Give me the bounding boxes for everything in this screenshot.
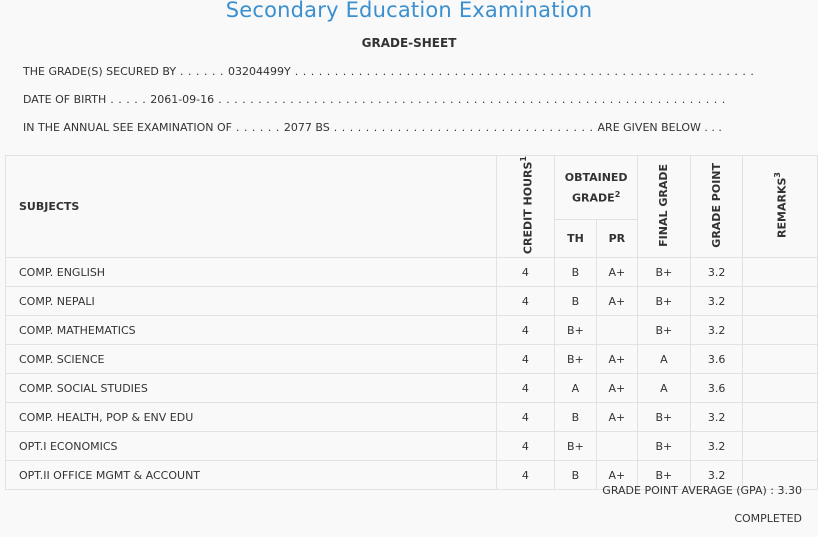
- subject-cell: COMP. SCIENCE: [5, 344, 497, 375]
- final-grade-cell: B+: [637, 315, 691, 346]
- remarks-cell: [742, 431, 818, 462]
- grade-point-cell: 3.6: [689, 344, 744, 375]
- pr-grade-cell: A+: [595, 286, 639, 317]
- dots: . . . . . . . . . . . . . . . . . . . . …: [329, 121, 598, 134]
- final-grade-cell: A: [637, 344, 691, 375]
- header-subjects: SUBJECTS: [5, 154, 497, 259]
- remarks-cell: [742, 315, 818, 346]
- pr-grade-cell: A+: [595, 257, 639, 288]
- pr-grade-cell: [595, 315, 639, 346]
- header-credit-hours: CREDIT HOURS1: [495, 154, 556, 259]
- pr-grade-cell: A+: [595, 373, 639, 404]
- subject-cell: OPT.II OFFICE MGMT & ACCOUNT: [5, 460, 497, 491]
- grade-point-cell: 3.2: [689, 315, 744, 346]
- pr-grade-cell: A+: [595, 402, 639, 433]
- exam-line: IN THE ANNUAL SEE EXAMINATION OF . . . .…: [23, 121, 722, 134]
- credit-cell: 4: [495, 402, 556, 433]
- header-remarks: REMARKS3: [742, 154, 818, 259]
- final-grade-cell: B+: [637, 257, 691, 288]
- table-row: COMP. NEPALI 4 B A+ B+ 3.2: [5, 286, 818, 317]
- th-grade-cell: B: [554, 402, 597, 433]
- credit-cell: 4: [495, 373, 556, 404]
- symbol-number: 03204499Y: [228, 65, 291, 78]
- table-row: OPT.II OFFICE MGMT & ACCOUNT 4 B A+ B+ 3.2: [5, 460, 818, 491]
- grade-point-cell: 3.2: [689, 460, 744, 491]
- gpa-label: GRADE POINT AVERAGE (GPA) :: [602, 484, 778, 497]
- grade-point-cell: 3.2: [689, 431, 744, 462]
- date-of-birth: 2061-09-16: [150, 93, 215, 106]
- table-row: COMP. HEALTH, POP & ENV EDU 4 B A+ B+ 3.2: [5, 402, 818, 433]
- subject-cell: COMP. HEALTH, POP & ENV EDU: [5, 402, 497, 433]
- secured-by-line: THE GRADE(S) SECURED BY . . . . . . 0320…: [23, 65, 754, 78]
- subject-cell: COMP. NEPALI: [5, 286, 497, 317]
- credit-cell: 4: [495, 286, 556, 317]
- th-grade-cell: B+: [554, 344, 597, 375]
- final-grade-cell: B+: [637, 402, 691, 433]
- header-pr: PR: [595, 219, 639, 259]
- gpa-line: GRADE POINT AVERAGE (GPA) : 3.30: [602, 484, 802, 497]
- th-grade-cell: A: [554, 373, 597, 404]
- final-grade-cell: B+: [637, 431, 691, 462]
- credit-cell: 4: [495, 315, 556, 346]
- dots: . . . . . . . . . . . . . . . . . . . . …: [290, 65, 755, 78]
- page-title: Secondary Education Examination: [225, 0, 593, 22]
- remarks-cell: [742, 344, 818, 375]
- dob-label: DATE OF BIRTH: [23, 93, 107, 106]
- remarks-cell: [742, 373, 818, 404]
- grade-point-cell: 3.2: [689, 286, 744, 317]
- dots: . . . . . .: [176, 65, 229, 78]
- header-th: TH: [554, 219, 597, 259]
- th-grade-cell: B+: [554, 315, 597, 346]
- table-row: COMP. SCIENCE 4 B+ A+ A 3.6: [5, 344, 818, 375]
- dots: . . . . . .: [231, 121, 284, 134]
- table-row: COMP. ENGLISH 4 B A+ B+ 3.2: [5, 257, 818, 288]
- secured-by-label: THE GRADE(S) SECURED BY: [23, 65, 177, 78]
- credit-cell: 4: [495, 431, 556, 462]
- credit-cell: 4: [495, 344, 556, 375]
- grade-table: SUBJECTS CREDIT HOURS1 OBTAINED GRADE2 F…: [5, 154, 818, 491]
- pr-grade-cell: A+: [595, 344, 639, 375]
- exam-suffix: ARE GIVEN BELOW . . .: [597, 121, 722, 134]
- subject-cell: COMP. SOCIAL STUDIES: [5, 373, 497, 404]
- pr-grade-cell: [595, 431, 639, 462]
- exam-year: 2077 BS: [283, 121, 330, 134]
- grade-point-cell: 3.2: [689, 257, 744, 288]
- table-row: COMP. SOCIAL STUDIES 4 A A+ A 3.6: [5, 373, 818, 404]
- dob-line: DATE OF BIRTH . . . . . 2061-09-16 . . .…: [23, 93, 726, 106]
- subject-cell: COMP. ENGLISH: [5, 257, 497, 288]
- dots: . . . . . . . . . . . . . . . . . . . . …: [214, 93, 726, 106]
- table-subheader-row: TH PR: [6, 219, 818, 259]
- final-grade-cell: A: [637, 373, 691, 404]
- subject-cell: COMP. MATHEMATICS: [5, 315, 497, 346]
- pr-grade-cell: A+: [595, 460, 639, 491]
- credit-cell: 4: [495, 460, 556, 491]
- header-final-grade: FINAL GRADE: [637, 154, 691, 259]
- grade-point-cell: 3.6: [689, 373, 744, 404]
- header-grade-point: GRADE POINT: [689, 154, 744, 259]
- table-row: COMP. MATHEMATICS 4 B+ B+ 3.2: [5, 315, 818, 346]
- grade-sheet-heading: GRADE-SHEET: [361, 36, 457, 50]
- grade-point-cell: 3.2: [689, 402, 744, 433]
- final-grade-cell: B+: [637, 460, 691, 491]
- th-grade-cell: B: [554, 286, 597, 317]
- credit-cell: 4: [495, 257, 556, 288]
- th-grade-cell: B: [554, 460, 597, 491]
- subject-cell: OPT.I ECONOMICS: [5, 431, 497, 462]
- remarks-cell: [742, 402, 818, 433]
- th-grade-cell: B: [554, 257, 597, 288]
- remarks-cell: [742, 460, 818, 491]
- dots: . . . . .: [106, 93, 151, 106]
- final-grade-cell: B+: [637, 286, 691, 317]
- table-row: OPT.I ECONOMICS 4 B+ B+ 3.2: [5, 431, 818, 462]
- th-grade-cell: B+: [554, 431, 597, 462]
- gpa-value: 3.30: [777, 484, 803, 497]
- remarks-cell: [742, 257, 818, 288]
- exam-label: IN THE ANNUAL SEE EXAMINATION OF: [23, 121, 232, 134]
- status-text: COMPLETED: [734, 512, 802, 525]
- remarks-cell: [742, 286, 818, 317]
- header-obtained-grade: OBTAINED GRADE2: [554, 154, 639, 221]
- table-header-row: SUBJECTS CREDIT HOURS1 OBTAINED GRADE2 F…: [5, 154, 818, 259]
